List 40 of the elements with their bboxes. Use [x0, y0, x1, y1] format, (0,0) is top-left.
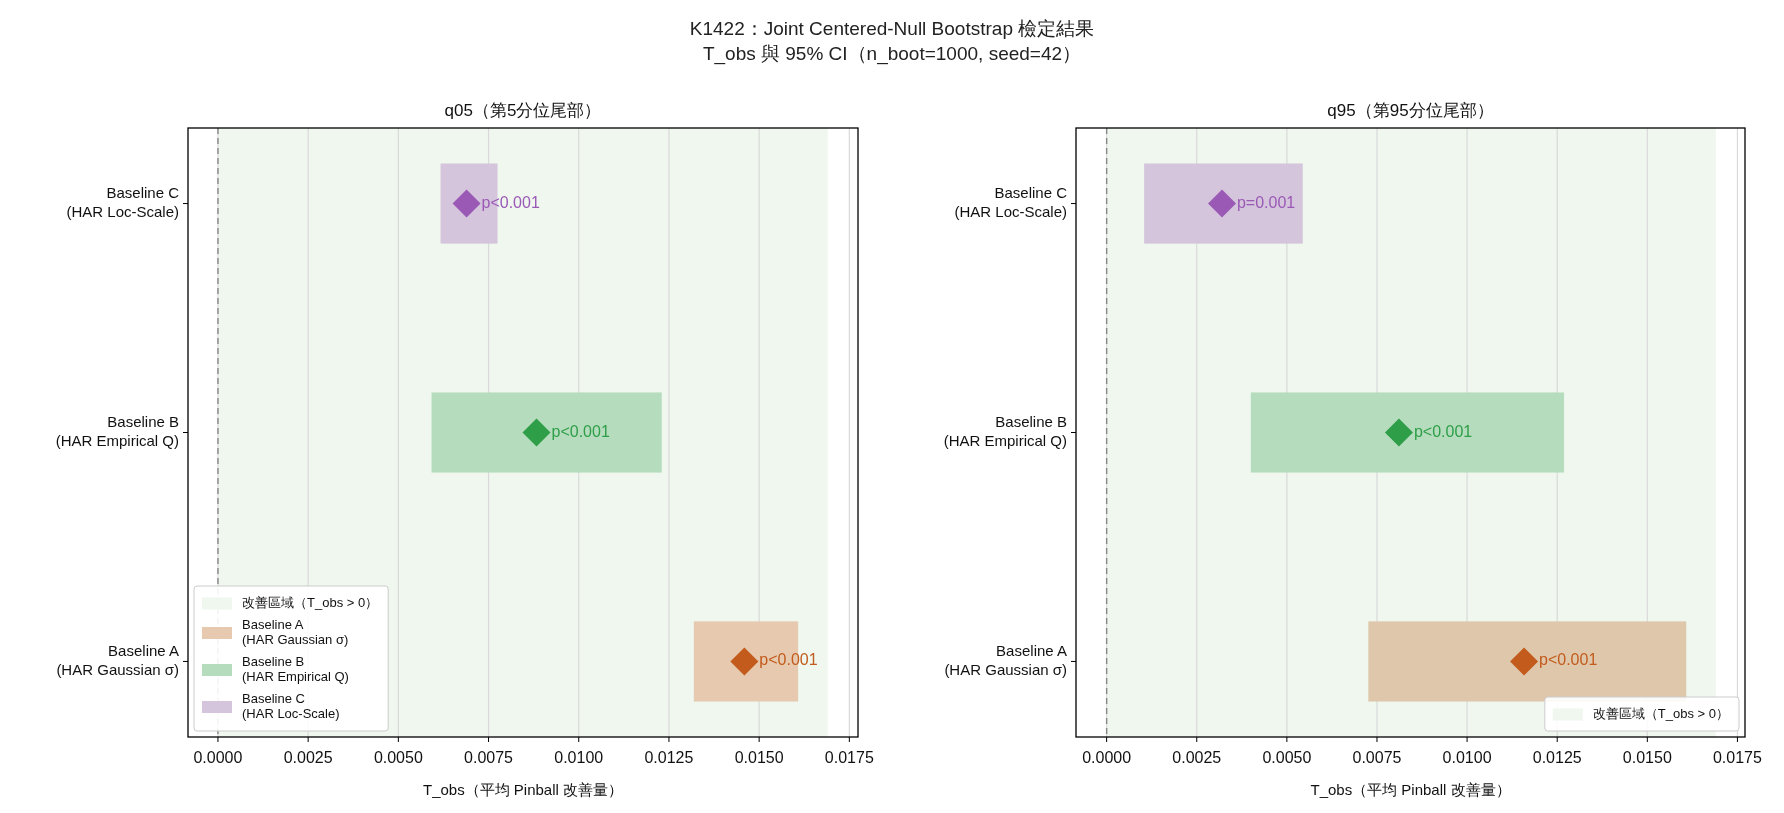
x-tick-label: 0.0050: [373, 749, 423, 767]
x-tick-label: 0.0150: [1622, 749, 1672, 767]
annotation: p<0.001: [1539, 651, 1598, 669]
x-tick-label: 0.0075: [1352, 749, 1402, 767]
legend-label: Baseline B (HAR Empirical Q): [242, 653, 349, 684]
annotation: p<0.001: [551, 422, 610, 440]
legend-label: Baseline A (HAR Gaussian σ): [242, 616, 349, 647]
x-tick-label: 0.0075: [464, 749, 514, 767]
x-axis-title: T_obs（平均 Pinball 改善量）: [422, 780, 624, 798]
y-tick-label: Baseline B (HAR Empirical Q): [943, 412, 1067, 449]
annotation: p<0.001: [1413, 422, 1473, 440]
annotation: p<0.001: [481, 193, 540, 211]
x-tick-label: 0.0100: [554, 749, 604, 767]
x-tick-label: 0.0175: [824, 749, 874, 767]
legend: 改善區域（T_obs > 0）: [1544, 696, 1740, 732]
legend-label: Baseline C (HAR Loc-Scale): [242, 690, 340, 721]
x-tick-label: 0.0050: [1262, 749, 1312, 767]
annotation: p<0.001: [759, 651, 818, 669]
x-tick-label: 0.0175: [1712, 749, 1762, 767]
x-tick-label: 0.0000: [1082, 749, 1132, 767]
chart-title: q05（第5分位尾部）: [444, 101, 602, 121]
text: T_obs 與 95% CI（n_boot=1000, seed=42）: [702, 43, 1082, 66]
x-tick-label: 0.0000: [193, 749, 243, 767]
x-tick-label: 0.0150: [734, 749, 784, 767]
x-tick-label: 0.0025: [283, 749, 333, 767]
x-tick-label: 0.0100: [1442, 749, 1492, 767]
band-label: 改善區域（T_obs > 0）: [1592, 705, 1729, 721]
x-axis-title: T_obs（平均 Pinball 改善量）: [1310, 780, 1511, 798]
y-tick-label: Baseline A (HAR Gaussian σ): [56, 641, 179, 678]
y-tick-label: Baseline C (HAR Loc-Scale): [66, 184, 180, 221]
y-tick-label: Baseline C (HAR Loc-Scale): [954, 184, 1068, 221]
x-tick-label: 0.0125: [1532, 749, 1582, 767]
y-tick-label: Baseline B (HAR Empirical Q): [55, 412, 179, 449]
x-tick-label: 0.0125: [644, 749, 694, 767]
y-tick-label: Baseline A (HAR Gaussian σ): [944, 641, 1067, 678]
chart-title: q95（第95分位尾部）: [1327, 101, 1494, 121]
x-tick-label: 0.0025: [1172, 749, 1222, 767]
annotation: p=0.001: [1236, 193, 1296, 211]
text: K1422：Joint Centered-Null Bootstrap 檢定結果: [689, 18, 1095, 40]
band-label: 改善區域（T_obs > 0）: [242, 594, 379, 610]
